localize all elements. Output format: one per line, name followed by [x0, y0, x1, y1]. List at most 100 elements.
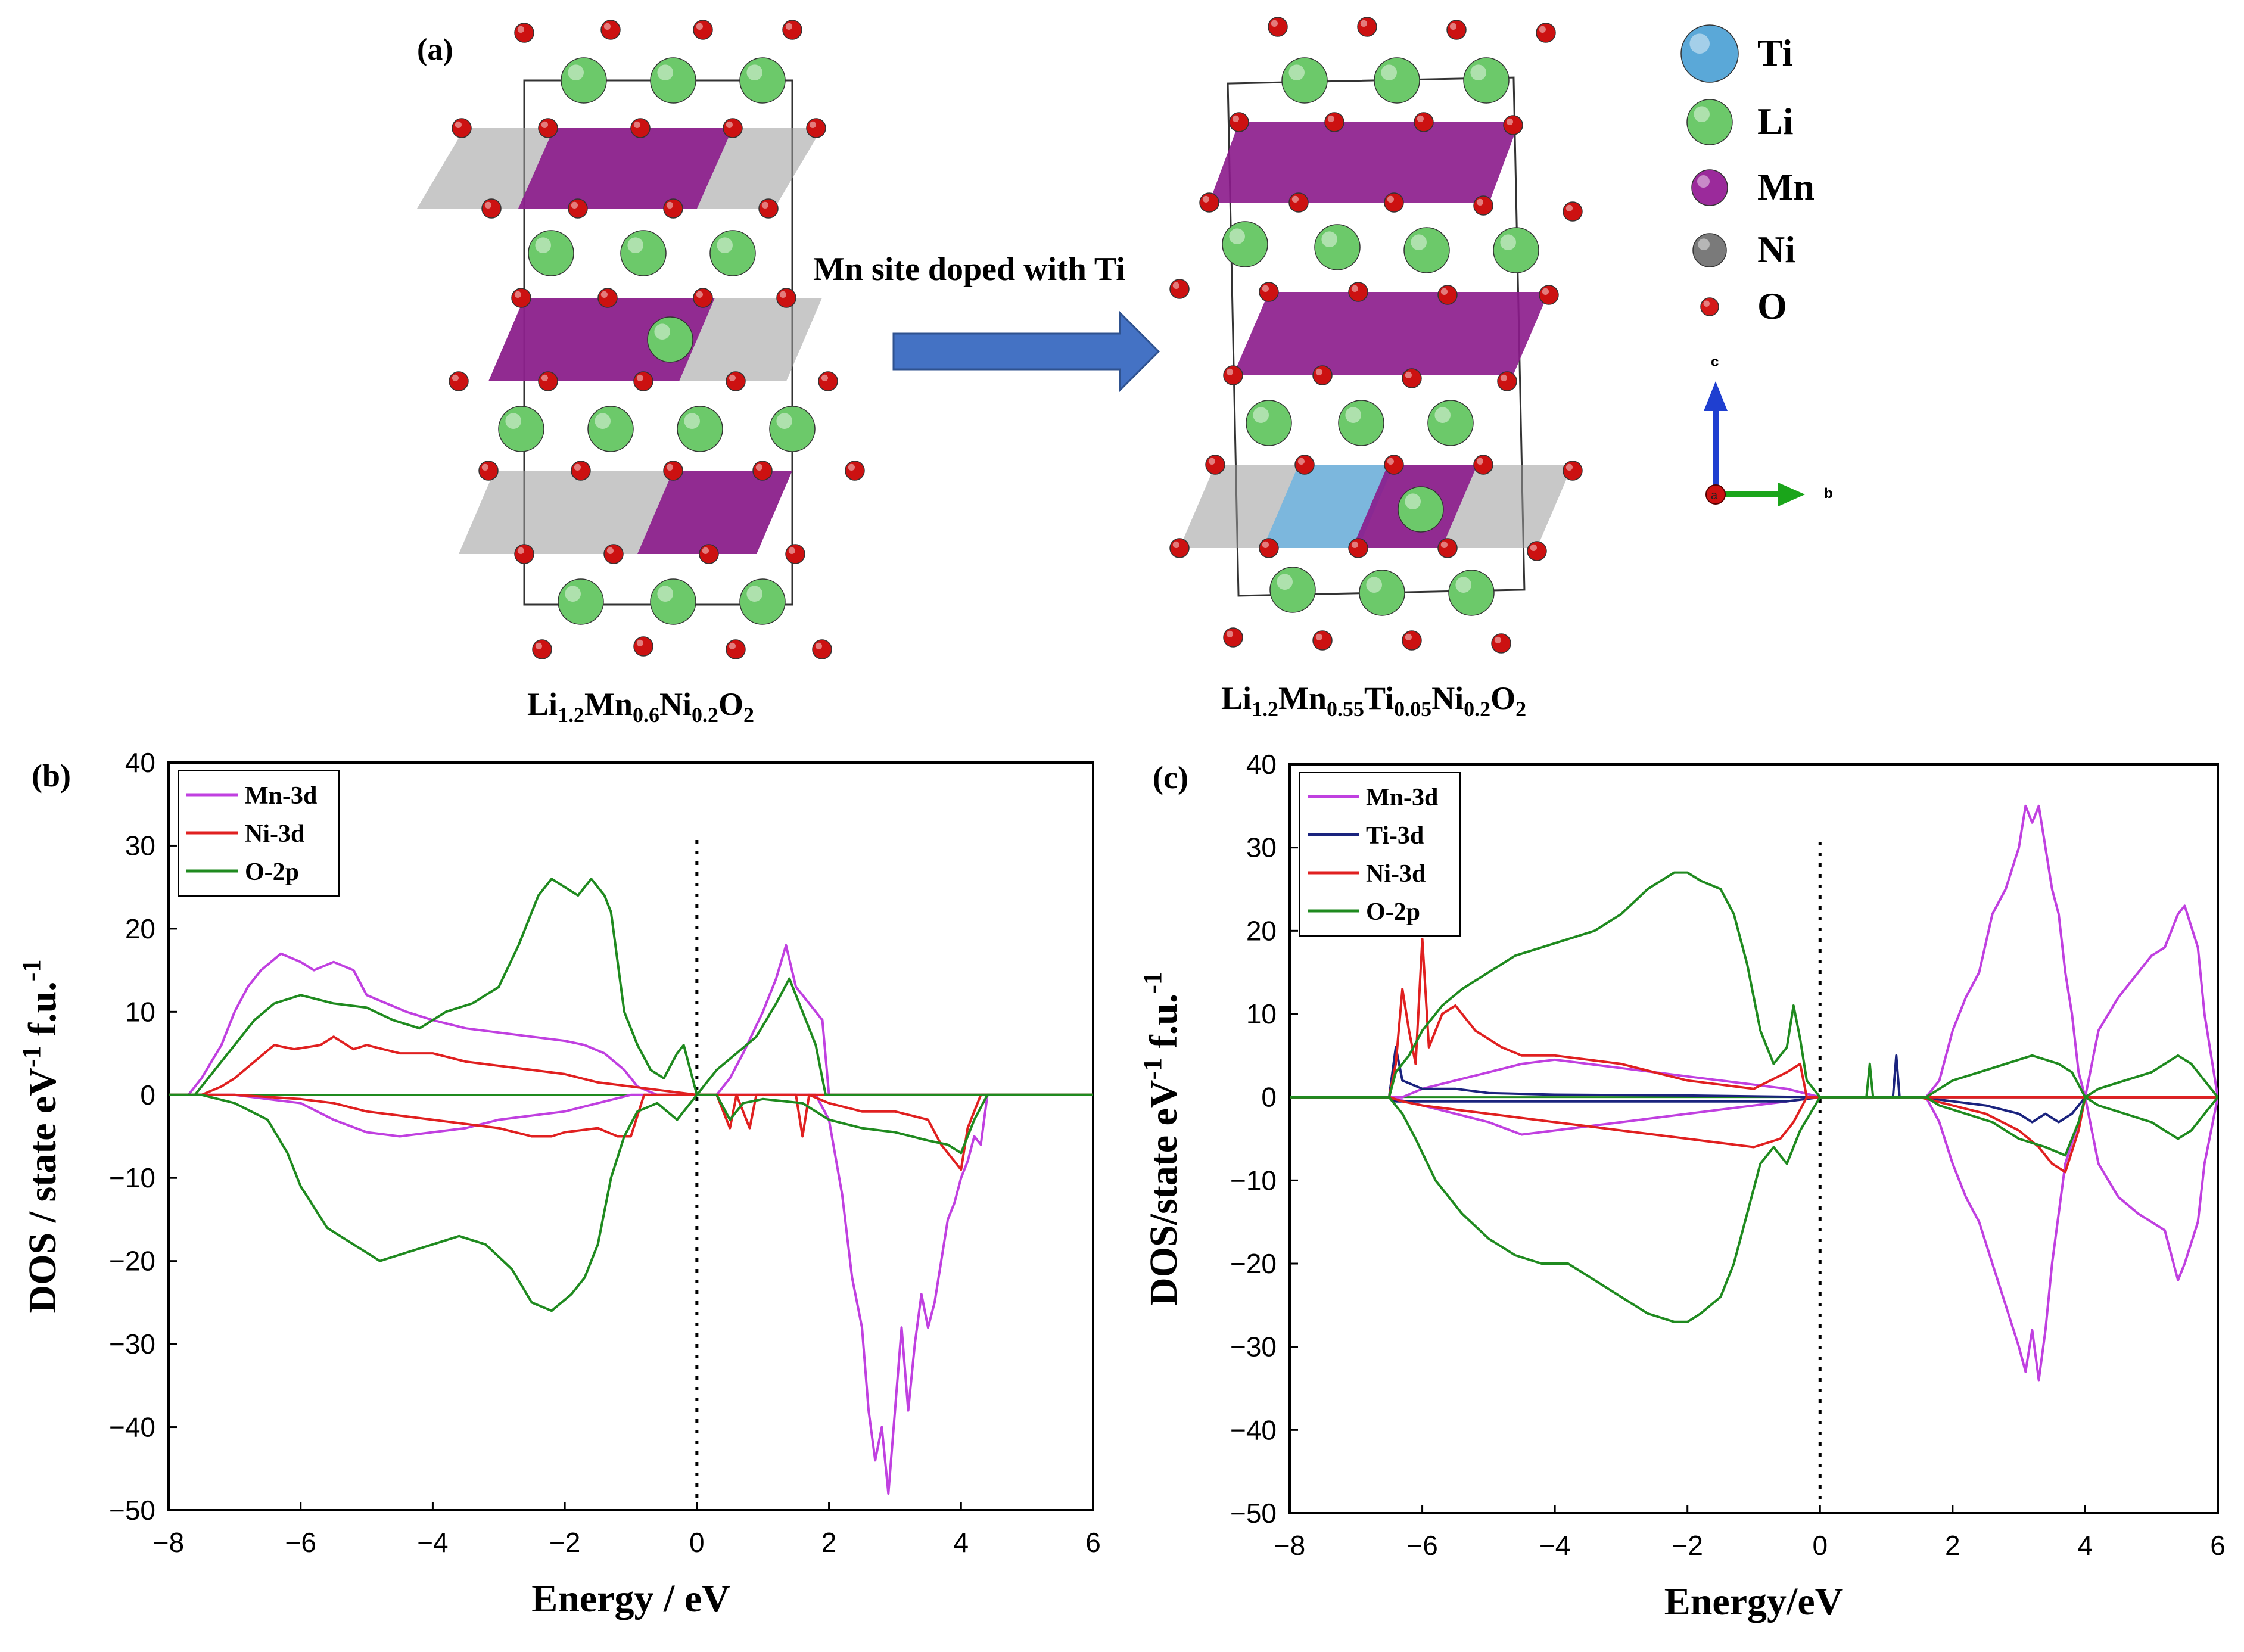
left-o-atom [514, 544, 534, 564]
right-li-atom-sphere [1427, 400, 1474, 446]
right-o-atom-highlight [1327, 115, 1334, 122]
right-o-atom-highlight [1360, 20, 1367, 27]
left-o-atom-highlight [815, 642, 822, 649]
right-o-atom-sphere [1259, 282, 1279, 302]
left-o-atom-sphere [603, 544, 624, 564]
left-o-atom-sphere [812, 639, 832, 659]
right-li-atom-sphere [1493, 227, 1539, 273]
left-o-atom [449, 371, 469, 391]
left-o-atom-sphere [449, 371, 469, 391]
right-o-atom [1324, 112, 1344, 132]
left-o-atom-highlight [574, 463, 581, 471]
right-o-atom [1205, 455, 1225, 475]
left-o-atom-sphere [538, 371, 558, 391]
right-o-atom-highlight [1351, 285, 1358, 292]
x-tick-label: 2 [821, 1527, 837, 1558]
right-li-atom [1269, 567, 1316, 613]
left-o-atom-highlight [455, 121, 462, 128]
series-o-2p-down [169, 1093, 1093, 1312]
left-o-atom-sphere [630, 118, 651, 138]
left-li-atom-highlight [746, 64, 762, 80]
left-o-atom-sphere [481, 198, 502, 219]
right-o-atom-sphere [1169, 279, 1190, 299]
right-o-atom-sphere [1402, 630, 1422, 651]
right-o-atom-highlight [1494, 636, 1501, 643]
series-mn-3d-up [169, 944, 1093, 1096]
left-o-atom [726, 639, 746, 659]
right-li-atom-sphere [1246, 400, 1292, 446]
atom-legend-sphere-ni-highlight [1698, 238, 1710, 251]
left-li-atom [558, 578, 604, 625]
left-o-atom-sphere [776, 288, 796, 308]
doping-arrow [892, 310, 1160, 393]
right-o-atom-highlight [1315, 633, 1322, 640]
right-o-atom [1259, 538, 1279, 558]
left-li-atom-highlight [776, 413, 792, 429]
right-o-atom [1446, 20, 1467, 40]
left-o-atom [538, 118, 558, 138]
right-o-atom-highlight [1476, 458, 1483, 465]
left-li-atom [647, 316, 693, 363]
left-o-atom-sphere [478, 461, 499, 481]
left-mn-polyhedra-layer2 [488, 298, 715, 381]
left-o-atom [693, 288, 713, 308]
atom-legend-sphere-ti [1680, 24, 1739, 83]
left-o-atom-sphere [845, 461, 865, 481]
left-o-atom-highlight [848, 463, 855, 471]
x-tick-label: 6 [1085, 1527, 1101, 1558]
y-tick-label: −10 [1230, 1165, 1277, 1196]
left-li-atom-highlight [568, 64, 584, 80]
right-o-atom [1473, 195, 1493, 216]
left-o-atom-highlight [755, 463, 762, 471]
y-axis-label: DOS / state eV-1 f.u.-1 [17, 960, 64, 1314]
right-o-atom-highlight [1226, 630, 1233, 637]
series-mn-3d-up [1290, 804, 2218, 1099]
left-o-atom-highlight [636, 639, 643, 646]
right-o-atom-sphere [1357, 17, 1377, 37]
left-o-atom-highlight [452, 374, 459, 382]
chart-c: (c)−8 −6 −4 −2 0 2 4 6403020100−10−20−30−40−50E… [1138, 749, 2226, 1623]
left-li-atom [528, 230, 574, 276]
left-o-atom [806, 118, 826, 138]
left-o-atom-highlight [541, 121, 549, 128]
atom-legend-sphere-mn-highlight [1697, 175, 1710, 188]
right-crystal-structure [1169, 17, 1583, 654]
left-o-atom-sphere [663, 198, 683, 219]
left-o-atom-highlight [696, 23, 703, 30]
right-o-atom-sphere [1437, 285, 1458, 305]
right-o-atom [1312, 365, 1333, 385]
left-o-atom-sphere [514, 544, 534, 564]
left-li-atom-sphere [769, 406, 816, 452]
right-li-atom [1463, 57, 1510, 104]
atom-legend-label-ti: Ti [1757, 32, 1792, 74]
panel-label: (b) [32, 758, 71, 794]
left-o-atom-sphere [511, 288, 531, 308]
right-o-atom-sphere [1288, 192, 1309, 213]
panel-a-label: (a) [417, 33, 453, 67]
right-o-atom-highlight [1565, 204, 1573, 211]
left-li-atom-sphere [561, 57, 607, 104]
right-li-atom [1374, 57, 1420, 104]
left-li-atom-highlight [595, 413, 611, 429]
x-tick-label: 6 [2210, 1530, 2226, 1561]
right-o-atom-highlight [1506, 118, 1513, 125]
right-o-atom [1497, 371, 1517, 391]
atom-legend-item-ni: Ni [1692, 228, 1795, 270]
left-li-atom-sphere [620, 230, 667, 276]
y-tick-label: −50 [1230, 1498, 1277, 1529]
left-o-atom-sphere [818, 371, 838, 391]
right-o-atom [1259, 282, 1279, 302]
c-axis-label: c [1711, 354, 1719, 370]
right-o-atom-sphere [1527, 541, 1547, 561]
axis-indicator: c b a [1704, 354, 1833, 506]
y-tick-label: −20 [1230, 1248, 1277, 1279]
left-o-atom-highlight [666, 201, 673, 209]
left-o-atom-sphere [693, 20, 713, 40]
left-o-atom [812, 639, 832, 659]
right-li-atom-highlight [1381, 64, 1397, 80]
right-o-atom [1536, 23, 1556, 43]
left-o-atom-highlight [761, 201, 768, 209]
y-tick-label: −50 [109, 1495, 155, 1526]
left-mn-polyhedra-layer1 [518, 128, 733, 209]
left-li-atom-highlight [657, 64, 673, 80]
